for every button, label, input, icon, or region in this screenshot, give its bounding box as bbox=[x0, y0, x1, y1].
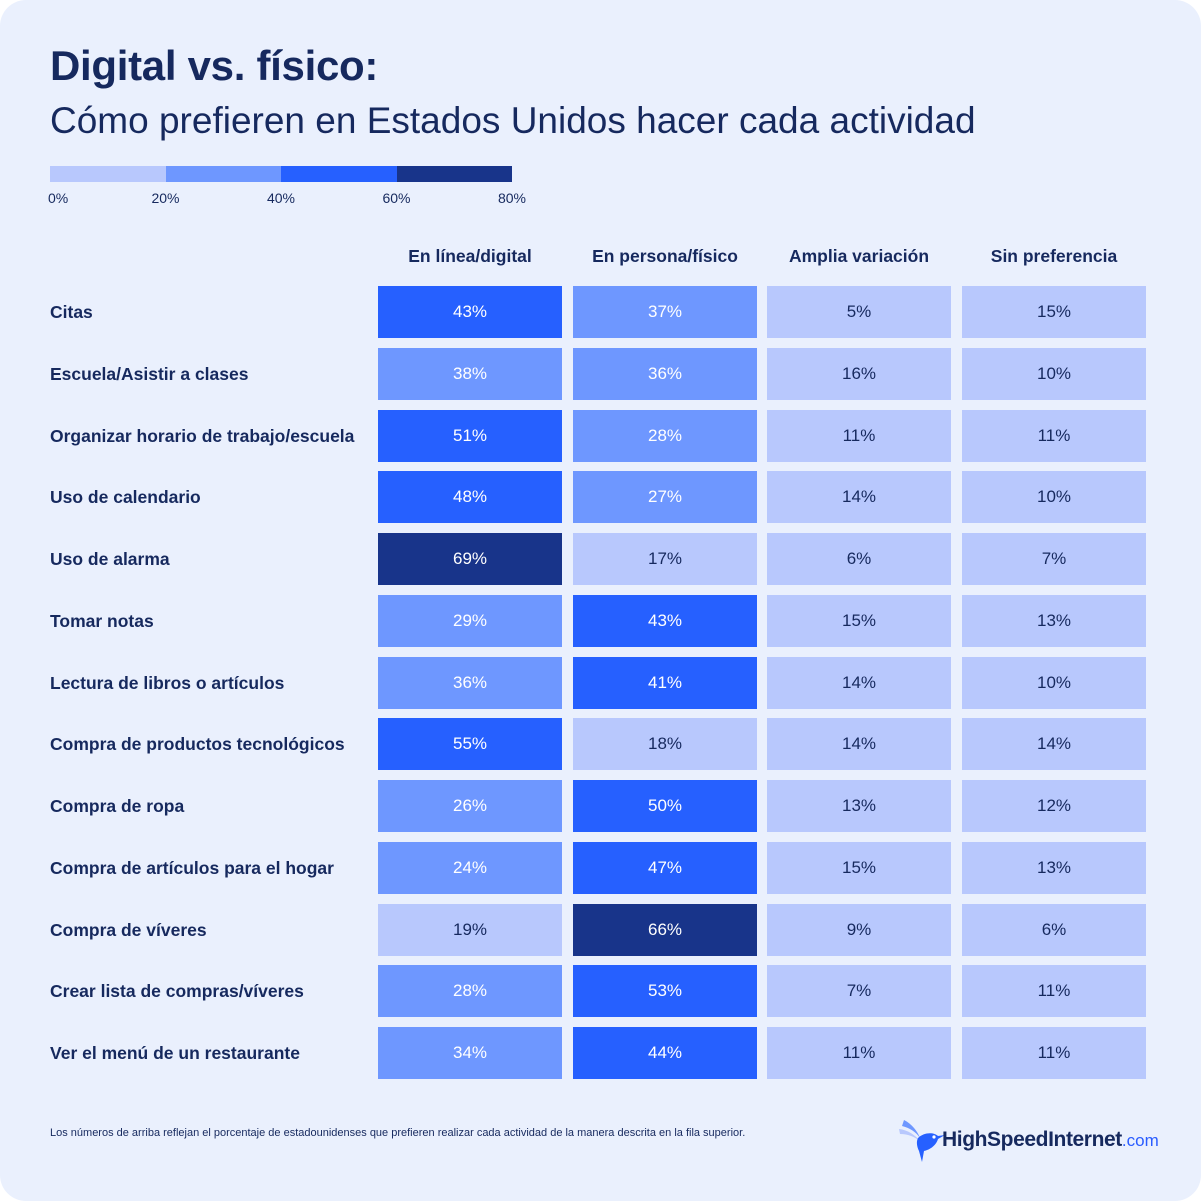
table-cell: 47% bbox=[573, 842, 757, 894]
row-label: Crear lista de compras/víveres bbox=[50, 981, 304, 1001]
color-legend: 0% 20% 40% 60% 80% bbox=[48, 166, 526, 226]
column-header: En persona/físico bbox=[592, 246, 738, 266]
row-label: Organizar horario de trabajo/escuela bbox=[50, 426, 355, 446]
table-cell: 48% bbox=[378, 471, 562, 523]
legend-tick-label: 80% bbox=[497, 190, 527, 206]
table-cell: 51% bbox=[378, 410, 562, 462]
table-cell: 14% bbox=[767, 471, 951, 523]
row-label: Uso de calendario bbox=[50, 487, 201, 507]
table-cell: 16% bbox=[767, 348, 951, 400]
legend-segment bbox=[165, 166, 281, 182]
table-cell: 69% bbox=[378, 533, 562, 585]
row-label: Compra de víveres bbox=[50, 920, 207, 940]
table-cell: 29% bbox=[378, 595, 562, 647]
table-cell: 43% bbox=[378, 286, 562, 338]
row-label: Lectura de libros o artículos bbox=[50, 673, 285, 693]
table-cell: 11% bbox=[767, 1027, 951, 1079]
table-cell: 11% bbox=[962, 965, 1146, 1017]
legend-tick-label: 60% bbox=[382, 190, 411, 206]
table-cell: 19% bbox=[378, 904, 562, 956]
table-cell: 7% bbox=[962, 533, 1146, 585]
column-header: En línea/digital bbox=[408, 246, 532, 266]
row-label: Compra de artículos para el hogar bbox=[50, 858, 334, 878]
table-cell: 14% bbox=[767, 718, 951, 770]
table-cell: 36% bbox=[378, 657, 562, 709]
table-cell: 10% bbox=[962, 471, 1146, 523]
table-cell: 43% bbox=[573, 595, 757, 647]
table-cell: 11% bbox=[962, 410, 1146, 462]
row-label: Ver el menú de un restaurante bbox=[50, 1043, 300, 1063]
table-cell: 18% bbox=[573, 718, 757, 770]
chart-subtitle: Cómo prefieren en Estados Unidos hacer c… bbox=[50, 100, 976, 141]
table-cell: 24% bbox=[378, 842, 562, 894]
table-cell: 6% bbox=[767, 533, 951, 585]
row-label: Uso de alarma bbox=[50, 549, 170, 569]
table-cell: 10% bbox=[962, 657, 1146, 709]
table-cell: 53% bbox=[573, 965, 757, 1017]
table-cell: 50% bbox=[573, 780, 757, 832]
table-cell: 41% bbox=[573, 657, 757, 709]
table-cell: 44% bbox=[573, 1027, 757, 1079]
table-cell: 13% bbox=[962, 842, 1146, 894]
table-cell: 14% bbox=[767, 657, 951, 709]
legend-tick-label: 40% bbox=[266, 190, 296, 206]
row-label: Citas bbox=[50, 302, 93, 322]
table-cell: 36% bbox=[573, 348, 757, 400]
table-cell: 55% bbox=[378, 718, 562, 770]
legend-tick-label: 0% bbox=[48, 190, 69, 206]
chart-title: Digital vs. físico: bbox=[50, 42, 379, 89]
table-cell: 13% bbox=[767, 780, 951, 832]
table-cell: 14% bbox=[962, 718, 1146, 770]
brand-logo[interactable]: HighSpeedInternet.com bbox=[896, 1116, 1159, 1164]
table-cell: 9% bbox=[767, 904, 951, 956]
footnote: Los números de arriba reflejan el porcen… bbox=[50, 1127, 746, 1139]
table-cell: 11% bbox=[767, 410, 951, 462]
table-cell: 6% bbox=[962, 904, 1146, 956]
table-cell: 15% bbox=[962, 286, 1146, 338]
table-cell: 5% bbox=[767, 286, 951, 338]
table-cell: 27% bbox=[573, 471, 757, 523]
row-label: Compra de ropa bbox=[50, 796, 185, 816]
table-cell: 15% bbox=[767, 595, 951, 647]
brand-name: HighSpeedInternet bbox=[942, 1128, 1122, 1151]
table-cell: 37% bbox=[573, 286, 757, 338]
table-cell: 12% bbox=[962, 780, 1146, 832]
table-cell: 10% bbox=[962, 348, 1146, 400]
table-cell: 17% bbox=[573, 533, 757, 585]
legend-segment bbox=[281, 166, 397, 182]
column-header: Sin preferencia bbox=[990, 246, 1118, 266]
table-cell: 28% bbox=[378, 965, 562, 1017]
table-cell: 13% bbox=[962, 595, 1146, 647]
legend-segment bbox=[396, 166, 512, 182]
brand-wordmark: HighSpeedInternet.com bbox=[942, 1128, 1159, 1152]
table-cell: 38% bbox=[378, 348, 562, 400]
legend-segment bbox=[50, 166, 166, 182]
table-cell: 34% bbox=[378, 1027, 562, 1079]
table-cell: 11% bbox=[962, 1027, 1146, 1079]
column-header: Amplia variación bbox=[788, 246, 930, 266]
table-cell: 26% bbox=[378, 780, 562, 832]
row-label: Tomar notas bbox=[50, 611, 154, 631]
legend-tick-label: 20% bbox=[151, 190, 180, 206]
table-cell: 15% bbox=[767, 842, 951, 894]
table-cell: 28% bbox=[573, 410, 757, 462]
table-cell: 66% bbox=[573, 904, 757, 956]
legend-color-bar bbox=[50, 166, 512, 182]
hummingbird-icon bbox=[899, 1120, 945, 1162]
row-label: Compra de productos tecnológicos bbox=[50, 734, 345, 754]
row-label: Escuela/Asistir a clases bbox=[50, 364, 249, 384]
table-cell: 7% bbox=[767, 965, 951, 1017]
brand-suffix: .com bbox=[1121, 1131, 1159, 1150]
